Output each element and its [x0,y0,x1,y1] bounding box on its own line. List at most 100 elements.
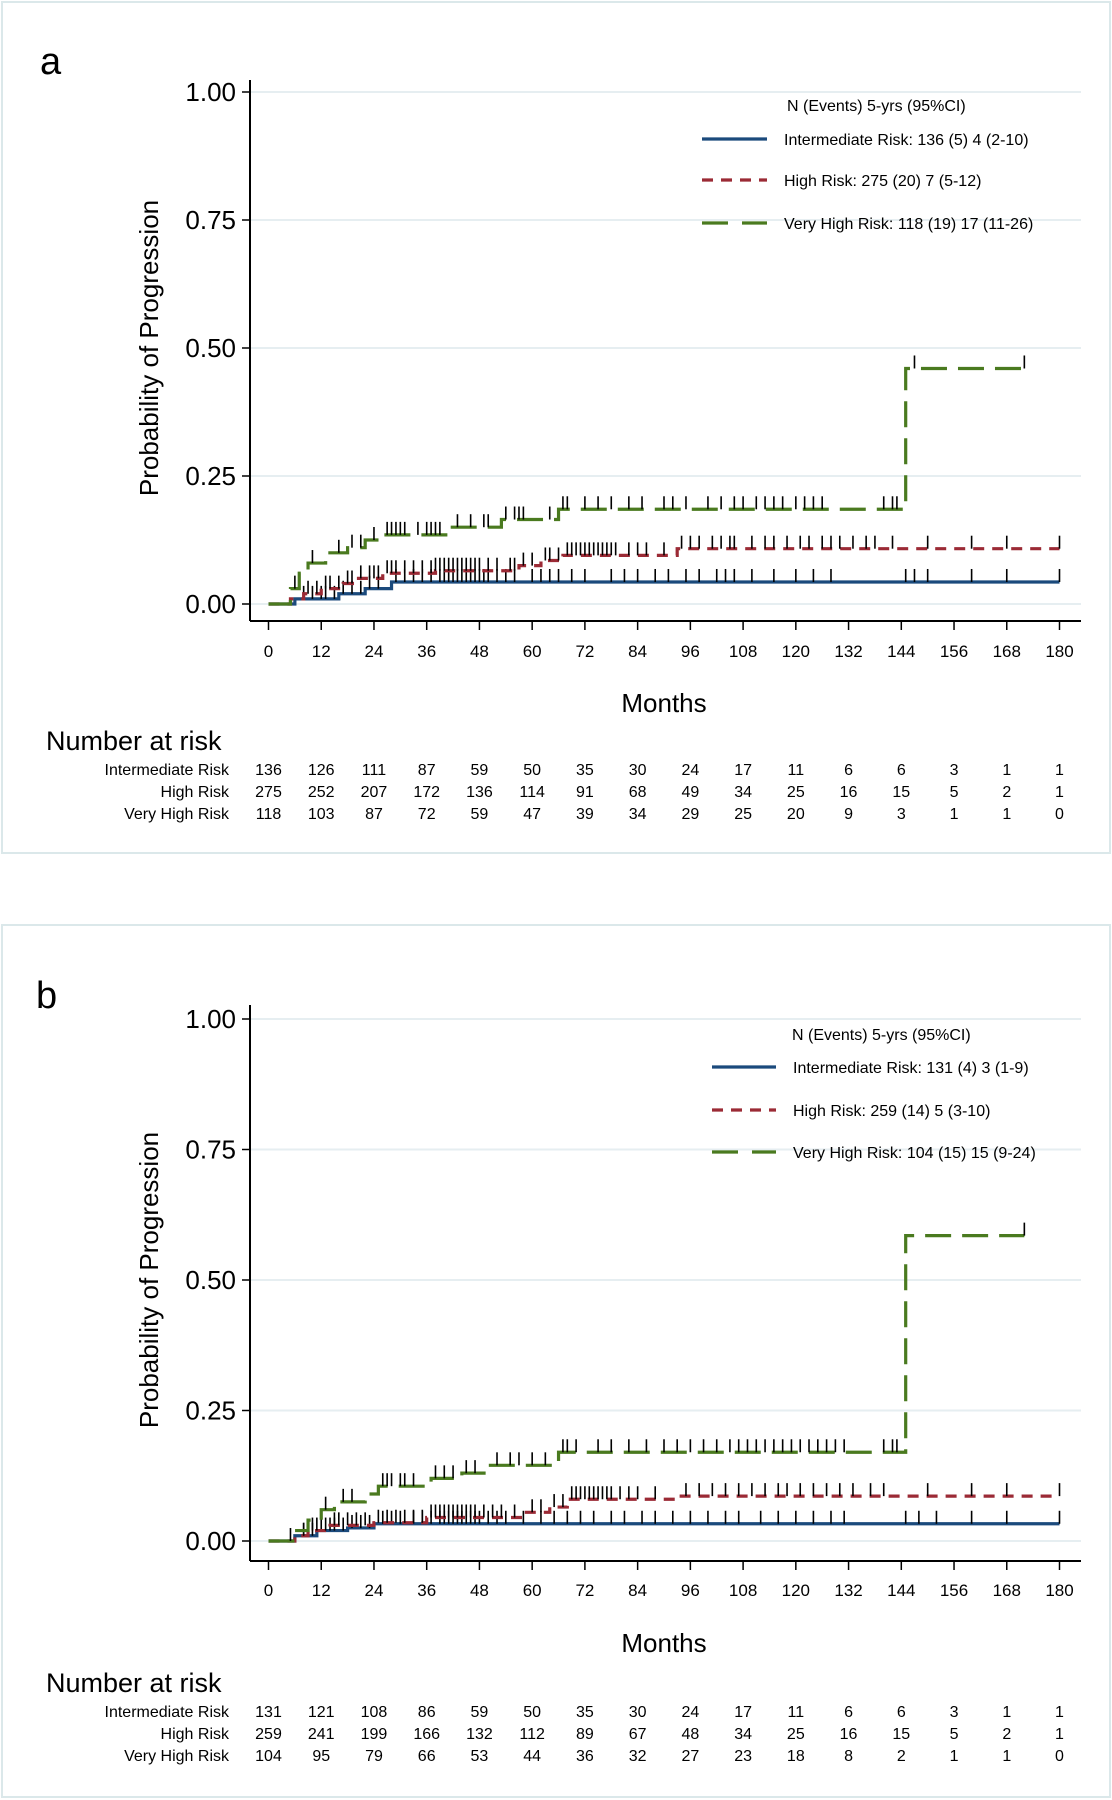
legend-entry: High Risk: 275 (20) 7 (5-12) [784,173,981,190]
y-tick-label: 0.25 [185,461,236,491]
x-tick-label: 108 [729,642,757,661]
risk-count: 59 [471,1704,489,1721]
risk-count: 121 [308,1704,335,1721]
x-tick-label: 0 [264,1581,273,1600]
risk-count: 25 [734,806,752,823]
risk-count: 2 [1002,1726,1011,1743]
x-tick-label: 72 [575,642,594,661]
risk-count: 241 [308,1726,335,1743]
y-tick-label: 1.00 [185,1004,236,1034]
risk-count: 3 [897,806,906,823]
risk-count: 1 [950,1748,959,1765]
x-tick-label: 60 [523,1581,542,1600]
risk-count: 15 [892,1726,910,1743]
risk-count: 47 [523,806,541,823]
risk-table-title: Number at risk [46,726,222,756]
x-tick-label: 120 [782,642,810,661]
risk-count: 27 [681,1748,699,1765]
x-tick-label: 84 [628,1581,647,1600]
risk-count: 50 [523,1704,541,1721]
risk-count: 48 [681,1726,699,1743]
panel-frame [1,924,1111,1798]
series-line-2 [268,366,1025,606]
risk-count: 172 [413,784,440,801]
panel-label: a [40,41,62,83]
x-tick-label: 96 [681,1581,700,1600]
risk-count: 34 [734,784,752,801]
x-axis-title: Months [621,688,706,718]
x-tick-label: 0 [264,642,273,661]
y-tick-label: 0.00 [185,589,236,619]
risk-count: 79 [365,1748,383,1765]
risk-count: 24 [681,1704,699,1721]
legend-entry: Intermediate Risk: 131 (4) 3 (1-9) [793,1060,1029,1077]
risk-count: 35 [576,1704,594,1721]
risk-count: 24 [681,762,699,779]
x-tick-label: 12 [312,1581,331,1600]
risk-count: 39 [576,806,594,823]
panel-b: b0.000.250.500.751.000 12 24 36 48 60 72 84 96 10… [1,924,1111,1798]
risk-count: 23 [734,1748,752,1765]
risk-count: 1 [950,806,959,823]
series-line-2 [268,1234,1025,1543]
risk-row-label: High Risk [161,1726,230,1743]
risk-count: 103 [308,806,335,823]
x-tick-label: 144 [887,1581,915,1600]
y-axis-title: Probability of Progression [134,200,164,496]
risk-count: 5 [950,784,959,801]
risk-table-title: Number at risk [46,1668,222,1698]
x-tick-label: 108 [729,1581,757,1600]
risk-count: 95 [312,1748,330,1765]
risk-row-label: Very High Risk [124,806,230,823]
risk-count: 11 [788,762,805,779]
risk-count: 20 [787,806,805,823]
risk-count: 0 [1055,1748,1064,1765]
series-line-0 [268,580,1060,606]
series-line-1 [268,1494,1060,1543]
y-tick-label: 0.75 [185,1135,236,1165]
risk-count: 50 [523,762,541,779]
y-axis-title: Probability of Progression [134,1132,164,1428]
risk-count: 16 [840,784,858,801]
x-tick-label: 24 [365,1581,384,1600]
x-tick-label: 96 [681,642,700,661]
x-tick-label: 36 [417,1581,436,1600]
risk-count: 59 [471,806,489,823]
risk-row-label: Intermediate Risk [105,762,230,779]
risk-count: 166 [413,1726,440,1743]
risk-count: 68 [629,784,647,801]
risk-count: 35 [576,762,594,779]
risk-count: 252 [308,784,335,801]
y-tick-label: 0.50 [185,333,236,363]
y-tick-label: 1.00 [185,77,236,107]
x-tick-label: 48 [470,642,489,661]
risk-count: 207 [361,784,388,801]
x-tick-label: 48 [470,1581,489,1600]
risk-count: 3 [950,1704,959,1721]
series-line-0 [268,1522,1060,1543]
risk-count: 89 [576,1726,594,1743]
panel-label: b [36,975,57,1017]
risk-count: 17 [734,762,752,779]
risk-count: 9 [844,806,853,823]
risk-count: 108 [361,1704,388,1721]
risk-count: 17 [734,1704,752,1721]
risk-count: 59 [471,762,489,779]
x-axis-title: Months [621,1628,706,1658]
risk-count: 16 [840,1726,858,1743]
risk-count: 6 [897,1704,906,1721]
risk-count: 66 [418,1748,436,1765]
x-tick-label: 24 [365,642,384,661]
risk-count: 29 [681,806,699,823]
legend-entry: Intermediate Risk: 136 (5) 4 (2-10) [784,132,1029,149]
legend-title: N (Events) 5-yrs (95%CI) [787,98,966,115]
risk-count: 30 [629,1704,647,1721]
x-tick-label: 36 [417,642,436,661]
legend-entry: Very High Risk: 118 (19) 17 (11-26) [784,216,1033,233]
risk-count: 11 [788,1704,805,1721]
risk-count: 1 [1002,806,1011,823]
risk-count: 67 [629,1726,647,1743]
risk-count: 0 [1055,806,1064,823]
risk-count: 36 [576,1748,594,1765]
